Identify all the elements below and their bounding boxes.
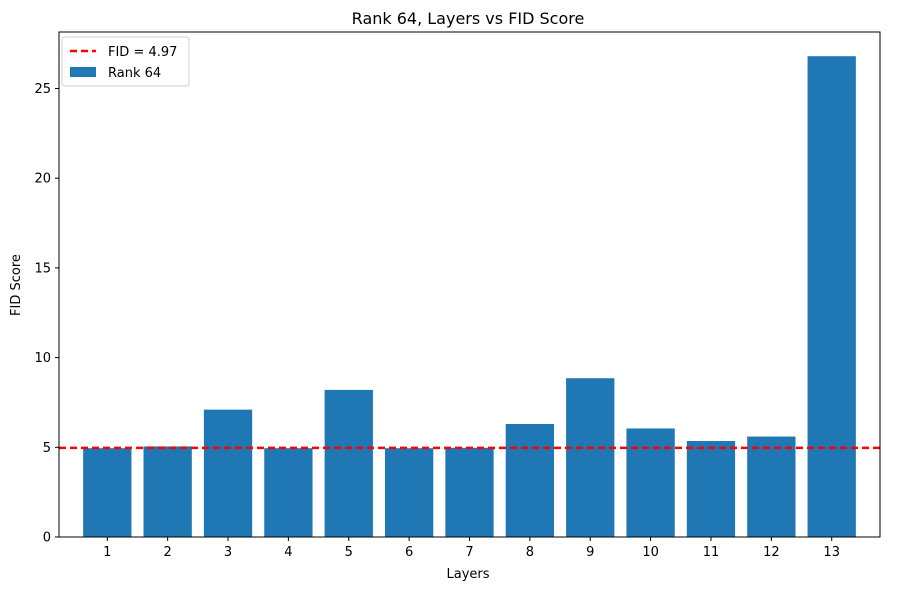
bar-layer-6 xyxy=(384,448,434,537)
legend-reference-label: FID = 4.97 xyxy=(108,45,177,60)
bar-layer-12 xyxy=(747,436,796,537)
bar-layer-7 xyxy=(445,447,494,537)
y-tick-label-0: 0 xyxy=(43,531,51,546)
x-tick-label-3: 3 xyxy=(224,545,232,560)
x-tick-label-2: 2 xyxy=(164,545,172,560)
x-tick-label-12: 12 xyxy=(763,545,780,560)
x-axis-label: Layers xyxy=(446,567,489,582)
bar-layer-9 xyxy=(566,378,615,537)
x-tick-label-4: 4 xyxy=(284,545,292,560)
bar-layer-13 xyxy=(807,56,856,537)
bar-layer-11 xyxy=(686,441,736,537)
x-tick-label-8: 8 xyxy=(526,545,534,560)
y-tick-label-10: 10 xyxy=(34,351,51,366)
y-tick-label-25: 25 xyxy=(34,82,51,97)
bar-layer-10 xyxy=(626,428,675,537)
chart-title: Rank 64, Layers vs FID Score xyxy=(352,9,585,28)
x-tick-label-10: 10 xyxy=(642,545,659,560)
x-tick-label-11: 11 xyxy=(703,545,720,560)
legend: FID = 4.97 Rank 64 xyxy=(61,36,190,87)
y-tick-label-20: 20 xyxy=(34,172,51,187)
bar-layer-8 xyxy=(505,423,555,537)
legend-series-label: Rank 64 xyxy=(108,66,161,81)
y-axis-label: FID Score xyxy=(9,254,24,316)
bar-layer-4 xyxy=(264,448,313,537)
bar-layer-1 xyxy=(83,448,132,537)
bar-layer-3 xyxy=(203,409,253,537)
x-tick-label-5: 5 xyxy=(345,545,353,560)
x-tick-label-6: 6 xyxy=(405,545,413,560)
y-tick-label-15: 15 xyxy=(34,261,51,276)
bar-layer-5 xyxy=(324,389,373,537)
legend-series-swatch xyxy=(70,67,96,77)
x-tick-label-1: 1 xyxy=(103,545,111,560)
x-tick-label-7: 7 xyxy=(465,545,473,560)
bar-layer-2 xyxy=(143,446,192,537)
y-tick-label-5: 5 xyxy=(43,441,51,456)
x-tick-label-13: 13 xyxy=(823,545,840,560)
x-tick-label-9: 9 xyxy=(586,545,594,560)
